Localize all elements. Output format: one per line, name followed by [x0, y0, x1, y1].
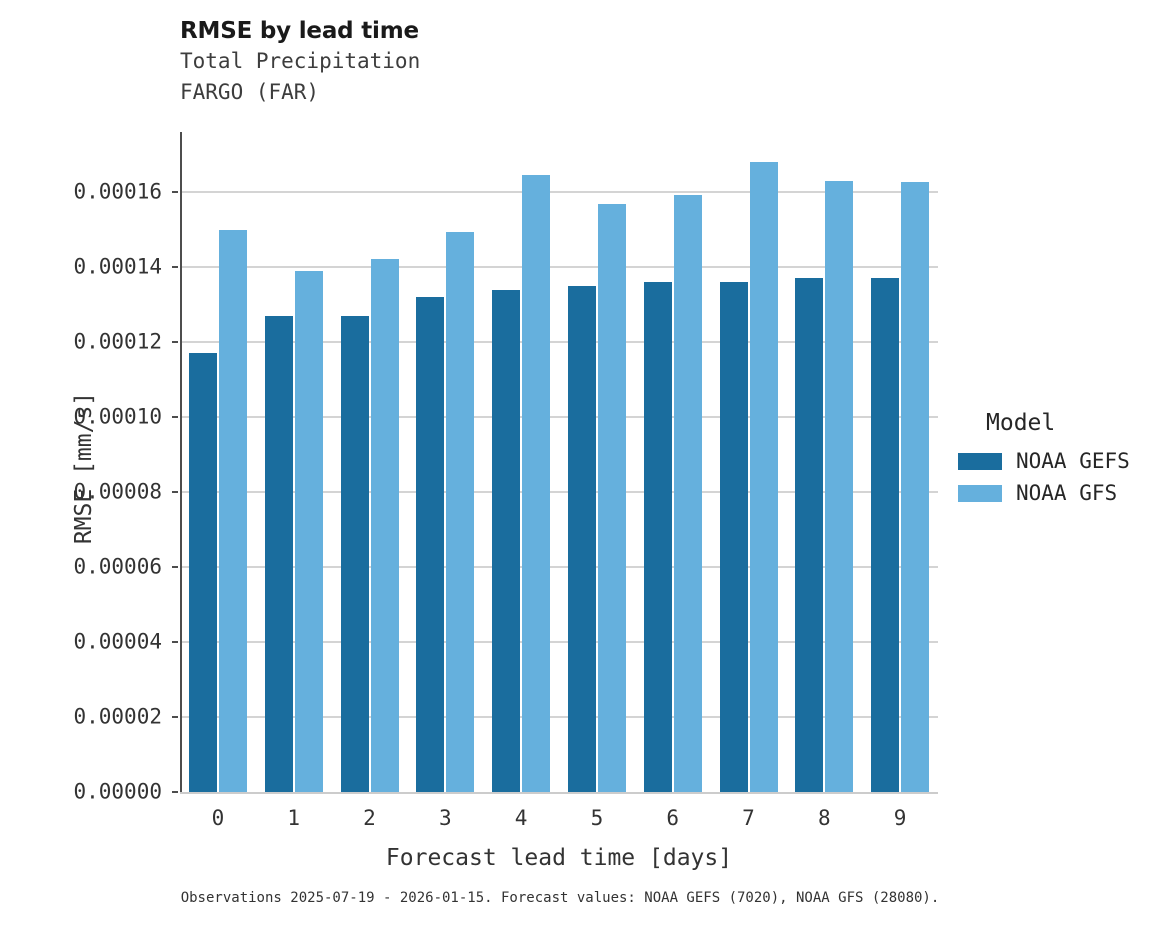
x-axis-title: Forecast lead time [days] [385, 845, 733, 871]
gridline [182, 716, 938, 718]
y-axis-tick-mark [172, 491, 178, 493]
y-axis-tick-mark [172, 716, 178, 718]
bar-noaa-gfs-lead-9 [901, 181, 930, 792]
bar-noaa-gefs-lead-6 [643, 282, 672, 792]
x-axis-tick-label: 4 [514, 806, 528, 830]
legend-swatch-icon [958, 484, 1002, 502]
x-axis-tick-label: 2 [363, 806, 376, 830]
y-axis-tick-label: 0.00010 [73, 404, 162, 429]
plot-area [180, 132, 938, 794]
y-axis-tick-label: 0.00012 [73, 329, 162, 354]
bar-noaa-gfs-lead-6 [673, 195, 702, 792]
y-axis-tick-mark [172, 641, 178, 643]
y-axis-tick-mark [172, 341, 178, 343]
y-axis-tick-label: 0.00006 [73, 554, 162, 579]
legend-entries: NOAA GEFS NOAA GFS [958, 446, 1168, 508]
x-axis-tick-label: 1 [287, 806, 301, 830]
bar-noaa-gefs-lead-1 [264, 315, 293, 792]
bar-noaa-gfs-lead-0 [218, 229, 247, 792]
y-axis-title: RMSE [mm/s] [71, 391, 97, 545]
gridline [182, 491, 938, 493]
gridline [182, 416, 938, 418]
x-axis-tick-label: 0 [211, 806, 225, 830]
y-axis-line [180, 132, 182, 792]
legend-item-label: NOAA GEFS [1016, 448, 1130, 473]
x-axis-tick-label: 7 [742, 806, 755, 830]
legend-swatch-icon [958, 452, 1002, 470]
bar-noaa-gfs-lead-3 [446, 232, 475, 792]
bar-noaa-gefs-lead-3 [416, 297, 445, 792]
title-block: RMSE by lead time Total Precipitation FA… [180, 16, 940, 108]
legend: Model NOAA GEFS NOAA GFS [958, 408, 1168, 510]
gridline [182, 266, 938, 268]
gridline [182, 566, 938, 568]
y-axis-tick-label: 0.00002 [73, 704, 162, 729]
legend-item[interactable]: NOAA GEFS [958, 446, 1168, 476]
gridline [182, 191, 938, 193]
y-axis-tick-mark [172, 416, 178, 418]
bar-noaa-gefs-lead-7 [719, 282, 748, 792]
bar-noaa-gfs-lead-2 [370, 259, 399, 792]
legend-title: Model [986, 410, 1056, 436]
x-axis-tick-label: 3 [438, 806, 452, 830]
y-axis-tick-label: 0.00008 [73, 479, 162, 504]
y-axis-tick-mark [172, 191, 178, 193]
bar-noaa-gefs-lead-8 [795, 278, 824, 792]
chart-subtitle-variable: Total Precipitation [180, 49, 421, 73]
x-axis-line [180, 792, 938, 794]
y-axis-tick-label: 0.00000 [73, 779, 162, 804]
legend-item-label: NOAA GFS [1016, 480, 1118, 505]
x-axis-tick-layer: 0 1 2 3 4 5 6 7 8 9 [180, 806, 938, 836]
x-axis-tick-label: 6 [666, 806, 680, 830]
bar-noaa-gefs-lead-5 [567, 285, 596, 792]
y-axis-tick-label: 0.00016 [73, 179, 162, 204]
footer-note: Observations 2025-07-19 - 2026-01-15. Fo… [180, 890, 940, 906]
y-axis-tick-mark [172, 566, 178, 568]
x-axis-tick-label: 5 [590, 806, 604, 830]
bar-noaa-gfs-lead-4 [522, 175, 551, 792]
chart-subtitle-station: FARGO (FAR) [180, 80, 320, 104]
x-axis-tick-label: 8 [817, 806, 831, 830]
legend-item[interactable]: NOAA GFS [958, 478, 1168, 508]
bar-noaa-gfs-lead-1 [294, 271, 323, 792]
bar-noaa-gfs-lead-7 [749, 161, 778, 792]
y-axis-tick-mark [172, 266, 178, 268]
gridline [182, 341, 938, 343]
y-axis-tick-label: 0.00004 [73, 629, 162, 654]
x-axis-tick-label: 9 [893, 806, 907, 830]
bar-noaa-gefs-lead-4 [492, 289, 521, 792]
bar-noaa-gfs-lead-5 [597, 204, 626, 792]
page-title: RMSE by lead time [180, 18, 419, 44]
bar-noaa-gefs-lead-0 [188, 353, 217, 792]
y-axis-tick-label: 0.00014 [73, 254, 162, 279]
y-axis-tick-mark [172, 791, 178, 793]
bar-noaa-gefs-lead-2 [340, 315, 369, 792]
bar-noaa-gfs-lead-8 [825, 181, 854, 792]
bar-noaa-gefs-lead-9 [871, 278, 900, 792]
gridline [182, 641, 938, 643]
y-axis-tick-layer: 0.00000 0.00002 0.00004 0.00006 0.00008 0.000… [0, 132, 178, 802]
